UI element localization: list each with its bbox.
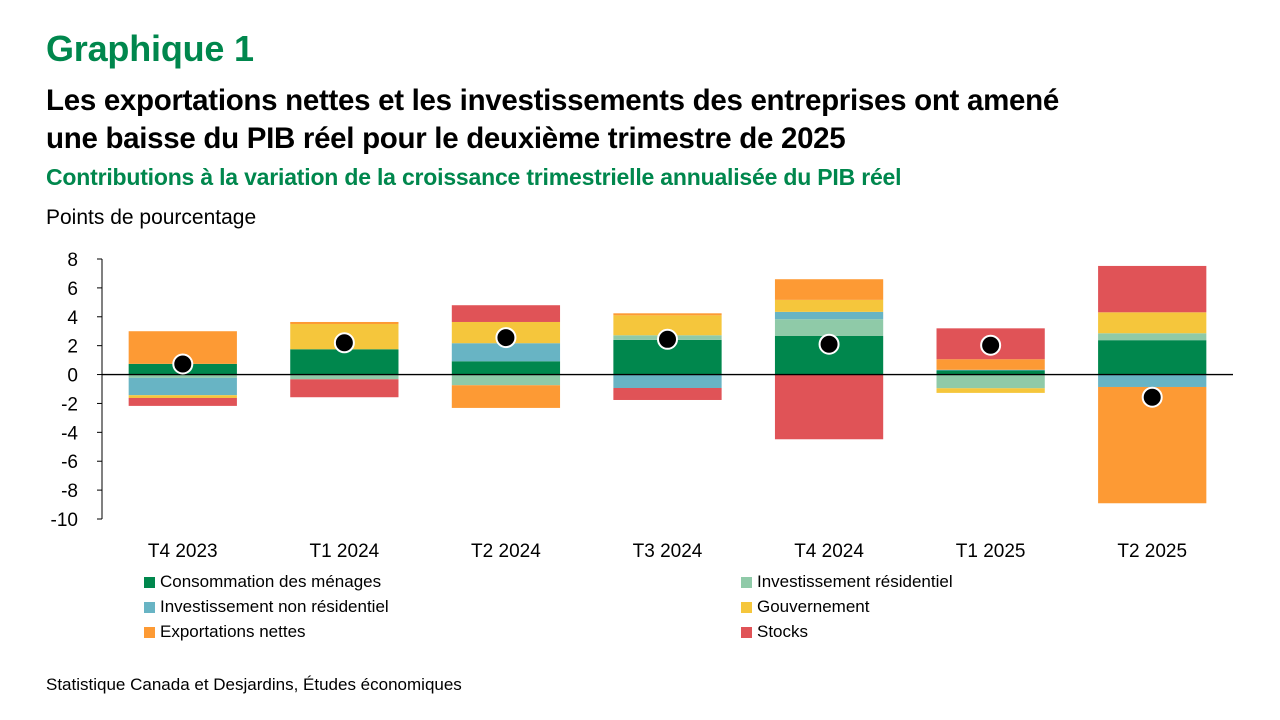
chart-label: Graphique 1 — [46, 28, 254, 69]
bar-segment-6-4 — [613, 387, 722, 400]
chart-title-line-1: Les exportations nettes et les investiss… — [46, 84, 1059, 117]
bar-segment-5-3 — [451, 385, 561, 408]
bar-segment-6-2 — [290, 379, 399, 398]
axes-layer: 8 6 4 2 0 -2 -4 -6 -8 -10 T4 2023 T1 2024 T2 2024 T3 … — [51, 250, 1233, 562]
y-tick-label: 2 — [67, 337, 78, 358]
legend-item: Investissement résidentiel — [741, 572, 953, 592]
bar-segment-5-6 — [936, 359, 1045, 370]
gdp-marker — [1141, 386, 1163, 408]
source-note: Statistique Canada et Desjardins, Études… — [46, 675, 462, 694]
bar-segment-3-6 — [936, 369, 1045, 371]
bar-segment-4-6 — [936, 388, 1045, 393]
bar-segment-2-3 — [451, 374, 561, 386]
legend-swatch — [144, 576, 155, 588]
bar-segment-5-2 — [290, 321, 399, 324]
y-tick-label: -8 — [61, 481, 78, 502]
bar-segment-5-4 — [613, 313, 722, 316]
legend-label: Exportations nettes — [160, 622, 306, 641]
legend-item: Stocks — [741, 622, 808, 642]
y-tick-label: -6 — [61, 452, 78, 473]
gdp-marker — [980, 334, 1002, 356]
y-tick-label: -4 — [61, 423, 78, 444]
bar-segment-1-2 — [290, 349, 399, 375]
y-tick-label: -10 — [51, 510, 78, 531]
legend-label: Investissement résidentiel — [757, 572, 953, 591]
bar-segment-1-7 — [1098, 340, 1207, 375]
chart-title: Les exportations nettes et les investiss… — [46, 82, 1246, 158]
bar-segment-1-3 — [451, 361, 561, 375]
gdp-marker — [657, 328, 678, 350]
y-tick-label: 6 — [67, 279, 78, 300]
legend-label: Stocks — [757, 622, 809, 641]
chart-subtitle: Contributions à la variation de la crois… — [46, 164, 902, 190]
bar-segment-3-7 — [1098, 374, 1207, 387]
y-tick-label: 8 — [67, 250, 78, 271]
bar-segment-3-1 — [128, 377, 237, 396]
bar-segment-1-6 — [936, 370, 1045, 375]
x-tick-label: T4 2023 — [148, 541, 218, 562]
legend-item: Gouvernement — [741, 597, 869, 617]
y-tick-label: -2 — [61, 394, 78, 415]
bar-segment-6-3 — [451, 305, 561, 322]
y-axis-unit-label: Points de pourcentage — [46, 206, 257, 229]
legend-label: Investissement non résidentiel — [160, 597, 389, 616]
legend-item: Exportations nettes — [144, 622, 306, 642]
legend-swatch — [144, 601, 155, 613]
markers-layer — [172, 327, 1163, 408]
gdp-marker — [333, 332, 355, 354]
chart-title-line-2: une baisse du PIB réel pour le deuxième … — [46, 122, 846, 155]
legend-label: Gouvernement — [757, 597, 870, 616]
gdp-marker — [172, 353, 194, 375]
bar-segment-4-1 — [128, 395, 237, 398]
x-tick-label: T2 2025 — [1117, 541, 1187, 562]
y-tick-label: 0 — [67, 366, 78, 387]
legend-swatch — [144, 626, 155, 638]
bar-segment-2-1 — [128, 374, 237, 378]
bars-layer — [128, 265, 1207, 504]
bar-segment-6-5 — [774, 374, 884, 440]
x-tick-label: T4 2024 — [794, 541, 864, 562]
bar-segment-4-7 — [1098, 312, 1207, 334]
gdp-marker — [818, 333, 840, 355]
bar-segment-4-4 — [613, 315, 722, 336]
bar-segment-2-6 — [936, 374, 1045, 389]
bar-segment-2-5 — [774, 319, 884, 336]
x-tick-label: T1 2024 — [309, 541, 379, 562]
bar-segment-6-7 — [1098, 265, 1207, 313]
y-tick-label: 4 — [67, 308, 78, 329]
bar-segment-3-3 — [451, 343, 561, 362]
x-tick-label: T2 2024 — [471, 541, 541, 562]
x-tick-label: T1 2025 — [956, 541, 1026, 562]
bar-segment-2-2 — [290, 374, 399, 380]
legend-swatch — [741, 601, 752, 613]
bar-segment-5-5 — [774, 279, 884, 300]
legend-label: Consommation des ménages — [160, 572, 382, 591]
legend-swatch — [741, 626, 752, 638]
bar-segment-4-5 — [774, 299, 884, 312]
bar-segment-2-7 — [1098, 333, 1207, 341]
bar-segment-6-1 — [128, 397, 237, 406]
bar-segment-3-4 — [613, 374, 722, 388]
legend-item: Investissement non résidentiel — [144, 597, 389, 617]
bar-segment-3-5 — [774, 311, 884, 320]
legend-item: Consommation des ménages — [144, 572, 381, 592]
legend-swatch — [741, 576, 752, 588]
x-tick-label: T3 2024 — [633, 541, 703, 562]
gdp-marker — [495, 327, 517, 349]
